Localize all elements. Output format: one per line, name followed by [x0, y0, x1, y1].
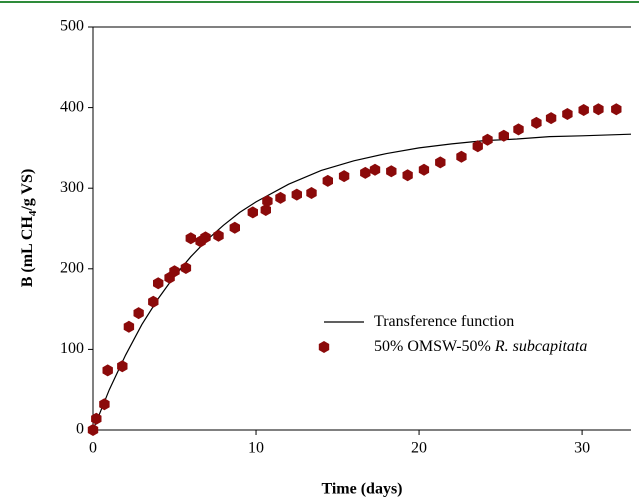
- legend-text-italic: R. subcapitata: [494, 338, 587, 355]
- data-point: [435, 156, 446, 169]
- data-point: [133, 307, 144, 320]
- data-point: [260, 204, 271, 216]
- data-point: [482, 133, 493, 146]
- data-point: [360, 166, 371, 179]
- data-point: [611, 103, 622, 116]
- data-point: [275, 191, 286, 204]
- y-label-sub: 4: [27, 210, 39, 216]
- data-point: [180, 262, 192, 274]
- data-point: [402, 169, 413, 182]
- data-point: [418, 163, 430, 176]
- fit-line: [92, 133, 632, 431]
- data-point: [91, 412, 102, 425]
- x-tick-label: 30: [574, 440, 590, 457]
- y-tick-label: 500: [60, 18, 84, 35]
- y-label-part: /g VS): [19, 169, 36, 212]
- data-point: [153, 277, 164, 290]
- legend-marker: [318, 341, 330, 353]
- data-point: [229, 221, 240, 234]
- x-tick-label: 10: [248, 440, 264, 457]
- data-point: [562, 108, 573, 120]
- y-label-part: B (mL CH: [19, 216, 36, 288]
- data-point: [472, 140, 483, 153]
- data-point: [513, 123, 524, 136]
- y-tick-label: 300: [60, 179, 84, 196]
- data-point: [148, 295, 159, 308]
- y-tick-label: 200: [60, 259, 84, 276]
- data-point: [498, 129, 509, 142]
- data-point: [369, 163, 381, 176]
- x-axis-label: Time (days): [321, 481, 402, 498]
- legend-label: 50% OMSW-50% R. subcapitata: [374, 338, 587, 355]
- data-point: [99, 398, 110, 411]
- data-point: [593, 103, 604, 116]
- data-point: [338, 170, 350, 183]
- y-tick-label: 0: [76, 421, 84, 438]
- data-point: [456, 150, 467, 163]
- data-point: [123, 320, 135, 333]
- data-point: [545, 112, 557, 125]
- legend-text: Transference function: [374, 313, 514, 330]
- legend-text: 50% OMSW-50%: [374, 338, 495, 355]
- data-point: [169, 265, 180, 278]
- x-tick-label: 20: [411, 440, 427, 457]
- data-point: [87, 424, 99, 436]
- data-point: [102, 364, 113, 377]
- y-tick-label: 100: [60, 340, 84, 357]
- data-point: [578, 104, 589, 116]
- data-point: [322, 174, 333, 187]
- data-point: [262, 195, 273, 208]
- data-point: [386, 165, 397, 178]
- data-point: [213, 229, 224, 242]
- data-point: [185, 232, 196, 245]
- data-point: [247, 206, 258, 219]
- legend-label: Transference function: [374, 313, 514, 330]
- data-point: [291, 188, 302, 201]
- data-point: [531, 116, 542, 129]
- data-point: [200, 231, 211, 244]
- data-point: [117, 360, 128, 373]
- x-tick-label: 0: [89, 440, 97, 457]
- data-point: [306, 187, 317, 199]
- y-axis-label: B (mL CH4/g VS): [19, 169, 39, 288]
- y-tick-label: 400: [60, 98, 84, 115]
